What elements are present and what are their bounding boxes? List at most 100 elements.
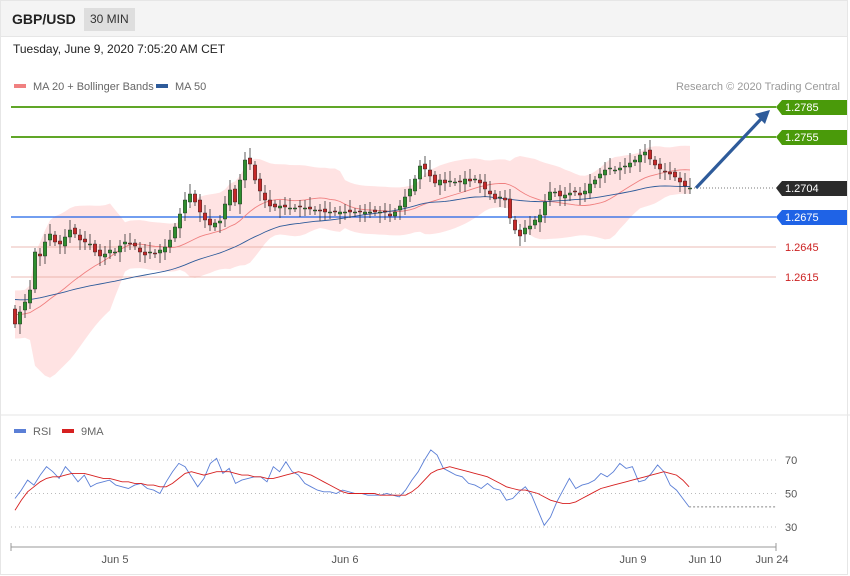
candle-body [648, 149, 653, 160]
price-tag-1.2755: 1.2755 [776, 130, 847, 145]
candle-body [518, 229, 523, 237]
candle [588, 174, 593, 199]
candle [493, 190, 498, 203]
candle [107, 240, 112, 259]
candle [232, 185, 237, 206]
candle-body [12, 308, 17, 325]
candle [273, 200, 278, 211]
candle [122, 234, 127, 252]
candle-body [28, 289, 33, 304]
candle [373, 206, 378, 216]
candle [353, 208, 358, 217]
candle [368, 202, 373, 218]
candle [227, 180, 232, 211]
candle-body [202, 212, 207, 221]
candle [358, 205, 363, 222]
price-tag-1.2615: 1.2615 [785, 272, 819, 284]
candle-body [323, 208, 328, 213]
candle [192, 190, 197, 206]
candle-body [378, 211, 383, 214]
candle-body [638, 154, 643, 163]
candle [583, 183, 588, 202]
price-levels [11, 106, 776, 278]
legend-label: MA 20 + Bollinger Bands [33, 81, 154, 93]
candle-body [192, 193, 197, 203]
candle [23, 294, 28, 318]
candle-body [252, 164, 257, 181]
timeframe-button[interactable]: 30 MIN [84, 8, 135, 31]
candle [643, 144, 648, 163]
price-tag-1.2675: 1.2675 [776, 210, 847, 225]
candle-body [668, 171, 673, 175]
candle [117, 240, 122, 262]
candle [393, 208, 398, 220]
candle [252, 161, 257, 184]
candle-body [97, 249, 102, 257]
candle-body [628, 162, 633, 168]
candle-body [212, 222, 217, 228]
legend-label: MA 50 [175, 81, 206, 93]
candle-body [67, 229, 72, 238]
candle-body [117, 245, 122, 253]
candle-body [588, 183, 593, 194]
candle-body [258, 178, 263, 192]
candle [152, 249, 157, 258]
candle [263, 185, 268, 208]
candle [468, 169, 473, 187]
legend-swatch [14, 84, 26, 88]
candle [212, 219, 217, 231]
candle [147, 242, 152, 259]
candle [283, 197, 288, 215]
candle-body [558, 190, 563, 197]
candle-body [82, 238, 87, 243]
ma50-line [14, 185, 691, 301]
candle-body [423, 163, 428, 170]
candle [558, 185, 563, 206]
candle [603, 162, 608, 183]
candle-body [613, 169, 618, 172]
candle [258, 173, 263, 201]
candle-body [548, 191, 553, 201]
candle [443, 172, 448, 191]
rsi-legend-label: RSI [33, 426, 51, 438]
candle-body [483, 181, 488, 190]
candle-body [408, 188, 413, 197]
candle [653, 156, 658, 169]
candle [433, 171, 438, 187]
candle [87, 234, 92, 250]
candle-body [112, 251, 117, 254]
candle [363, 204, 368, 222]
candle-body [413, 178, 418, 192]
price-tag-1.2645: 1.2645 [785, 242, 819, 254]
candle-body [398, 205, 403, 211]
candle-body [172, 226, 177, 239]
candle [328, 202, 333, 219]
candle [338, 206, 343, 224]
candles [12, 140, 693, 334]
candle-body [618, 167, 623, 171]
candle-body [207, 218, 212, 226]
candle [12, 305, 17, 328]
candle-body [583, 190, 588, 195]
candle-body [443, 179, 448, 184]
candle [478, 174, 483, 193]
candle-body [503, 197, 508, 201]
candle [182, 192, 187, 221]
x-tick-label: Jun 24 [755, 554, 788, 566]
candle-body [578, 192, 583, 196]
price-tags: 1.2785 1.2755 1.2704 1.2675 1.2645 1.2615 [776, 100, 847, 284]
candle-body [18, 311, 23, 325]
candle-body [23, 301, 28, 311]
candle [157, 244, 162, 263]
candle [608, 158, 613, 175]
candle [533, 216, 538, 229]
candle [428, 160, 433, 182]
candle-body [137, 247, 142, 253]
candle [202, 205, 207, 228]
candle-body [263, 192, 268, 201]
candle [528, 216, 533, 235]
candle-body [348, 209, 353, 213]
candle-body [328, 211, 333, 214]
candle-body [157, 249, 162, 254]
